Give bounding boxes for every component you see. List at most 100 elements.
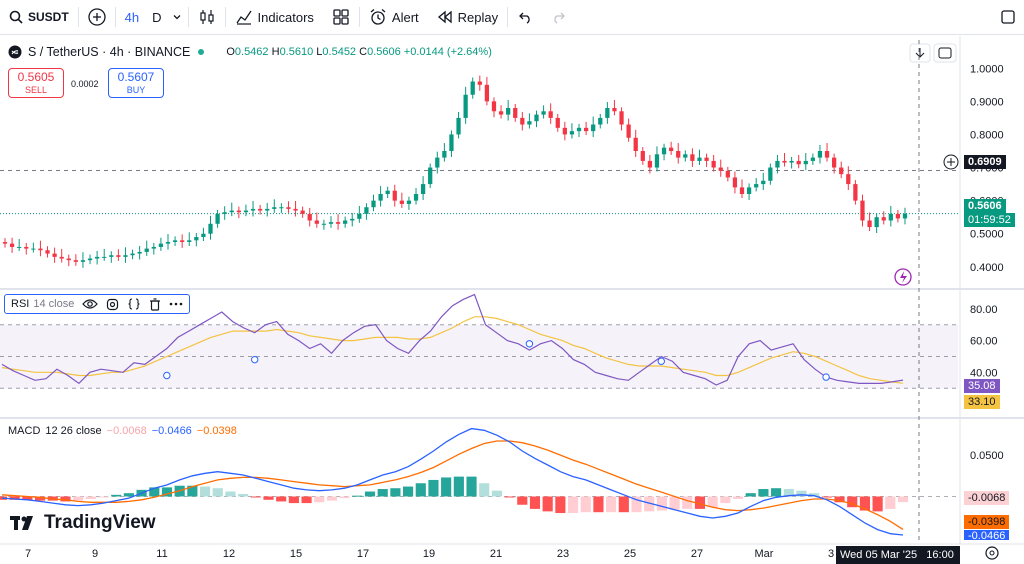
alert-button[interactable]: Alert [360,0,428,35]
divider [114,7,116,27]
indicators-button[interactable]: Indicators [226,0,323,35]
candle-body [846,174,851,185]
replay-label: Replay [457,9,499,25]
candle-body [732,177,738,188]
candle-body [137,251,142,254]
price-tick-label: 1.0000 [970,63,1004,75]
candle-body [257,208,263,211]
candle-body [364,207,369,214]
alert-label: Alert [391,9,419,25]
rsi-line [1,293,904,386]
candle-body [229,210,234,213]
chart-canvas[interactable]: 0.40000.50000.60000.70000.80000.90001.00… [0,36,1024,564]
macd-histogram-bar [885,496,896,509]
macd-line-badge: -0.0466 [964,530,1010,540]
interval-dropdown[interactable] [166,0,188,35]
candles-icon [199,10,214,24]
macd-histogram-bar [821,496,832,498]
candle-body [562,127,567,135]
candle-body [541,111,546,115]
candle-body [102,256,107,258]
candle-body [307,213,312,221]
macd-histogram-bar [199,486,211,497]
chart-type-button[interactable] [189,0,225,35]
rsi-params: 14 close [33,298,75,310]
rsi-cross-marker [251,355,259,364]
time-tick-label: 7 [25,548,31,560]
replay-button[interactable]: Replay [428,0,507,35]
candle-body [187,240,192,242]
indicators-label: Indicators [257,9,314,25]
candle-body [293,208,298,211]
candle-body [591,124,596,132]
candle-body [598,117,603,125]
sell-button[interactable]: 0.5605 SELL [8,68,64,98]
interval-d[interactable]: D [152,9,162,25]
market-open-dot-icon [198,49,205,55]
candle-body [17,246,22,248]
settings-gear-icon [989,550,995,556]
symbol-search[interactable]: SUSDT [0,0,78,35]
macd-histogram-bar [352,495,363,497]
candle-body [399,200,404,204]
grid-icon [333,9,349,25]
rsi-tick-label: 40.00 [970,367,998,379]
candle-body [80,260,86,262]
macd-name: MACD [8,425,41,437]
macd-histogram-bar [834,496,845,503]
candle-body [754,184,759,188]
redo-icon [554,12,566,24]
rsi-value-badge: 35.08 [964,379,1000,393]
macd-histogram-bar [85,496,96,499]
trash-icon[interactable] [149,297,161,311]
candle-body [172,240,178,242]
candle-body [208,223,213,234]
time-tick-label: 17 [357,548,369,560]
candle-body [817,150,823,158]
candle-body [343,220,348,224]
pair-title: S / TetherUS · 4h · BINANCE [28,45,191,59]
macd-histogram-bar [872,496,883,512]
fullscreen-button[interactable] [992,0,1024,35]
time-tick-label: 21 [490,548,502,560]
candle-body [52,253,57,257]
candle-body [158,243,164,247]
macd-histogram-bar [758,489,769,497]
layouts-button[interactable] [323,0,359,35]
divider [187,7,189,27]
candle-body [321,223,327,225]
macd-histogram-bar [542,496,553,512]
rsi-legend[interactable]: RSI 14 close [4,294,191,314]
candle-body [243,210,249,213]
settings-icon[interactable] [106,298,119,311]
macd-histogram-bar [771,488,782,497]
eye-icon[interactable] [82,298,99,310]
macd-histogram-bar [238,494,249,497]
redo-button[interactable] [542,0,576,35]
candle-body [506,107,511,115]
interval-4h[interactable]: 4h [124,9,140,25]
high-value: 0.5610 [279,46,314,58]
candle-body [378,194,383,201]
macd-histogram-bar [288,496,299,504]
candle-body [796,160,801,165]
symbol-legend: S / TetherUS · 4h · BINANCE O0.5462 H0.5… [8,45,492,59]
countdown-badge: 01:59:52 [964,213,1015,227]
more-icon[interactable] [169,302,183,306]
macd-histogram-bar [364,491,376,497]
undo-button[interactable] [508,0,542,35]
candle-body [357,213,362,219]
macd-histogram-bar [377,489,388,497]
source-code-icon[interactable] [127,298,141,310]
macd-histogram-bar [745,493,756,497]
candle-body [633,137,638,151]
candle-body [45,250,50,254]
candle-body [683,154,688,158]
macd-histogram-bar [529,496,541,509]
compare-button[interactable] [79,0,115,35]
macd-legend: MACD 12 26 close −0.0068 −0.0466 −0.0398 [8,425,237,437]
buy-button[interactable]: 0.5607 BUY [108,68,164,98]
macd-histogram-bar [212,488,223,497]
lightning-bolt-icon [900,271,907,283]
macd-histogram-bar [453,476,464,497]
